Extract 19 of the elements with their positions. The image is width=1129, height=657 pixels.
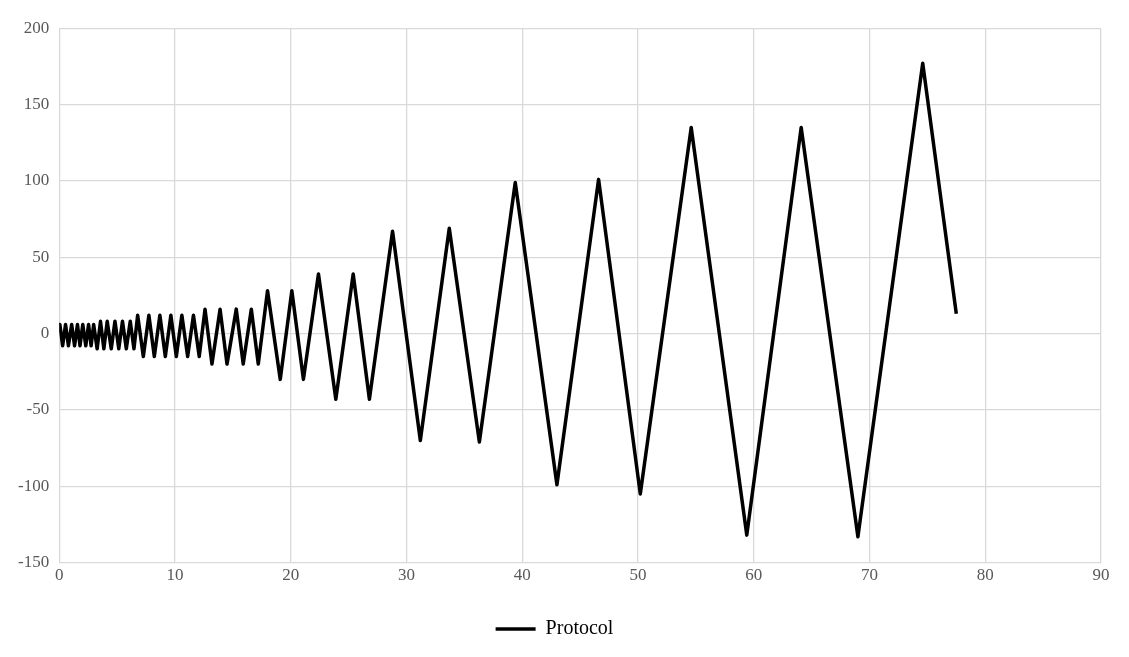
y-tick-label: 0 bbox=[40, 323, 50, 343]
y-tick-label: 100 bbox=[23, 170, 50, 190]
y-tick-label: -150 bbox=[17, 552, 50, 572]
x-tick-label: 80 bbox=[976, 565, 994, 585]
x-tick-label: 40 bbox=[513, 565, 531, 585]
x-tick-label: 50 bbox=[629, 565, 647, 585]
x-tick-label: 20 bbox=[282, 565, 300, 585]
y-tick-label: 150 bbox=[23, 94, 50, 114]
x-tick-label: 30 bbox=[397, 565, 415, 585]
x-tick-label: 90 bbox=[1092, 565, 1110, 585]
y-tick-label: 200 bbox=[23, 17, 50, 37]
x-tick-label: 0 bbox=[54, 565, 64, 585]
y-tick-label: -50 bbox=[26, 399, 50, 419]
legend-label: Protocol bbox=[545, 616, 614, 639]
x-tick-label: 60 bbox=[745, 565, 763, 585]
y-tick-label: 50 bbox=[32, 246, 50, 266]
x-tick-label: 70 bbox=[860, 565, 878, 585]
x-tick-label: 10 bbox=[166, 565, 184, 585]
y-tick-label: -100 bbox=[17, 475, 50, 495]
